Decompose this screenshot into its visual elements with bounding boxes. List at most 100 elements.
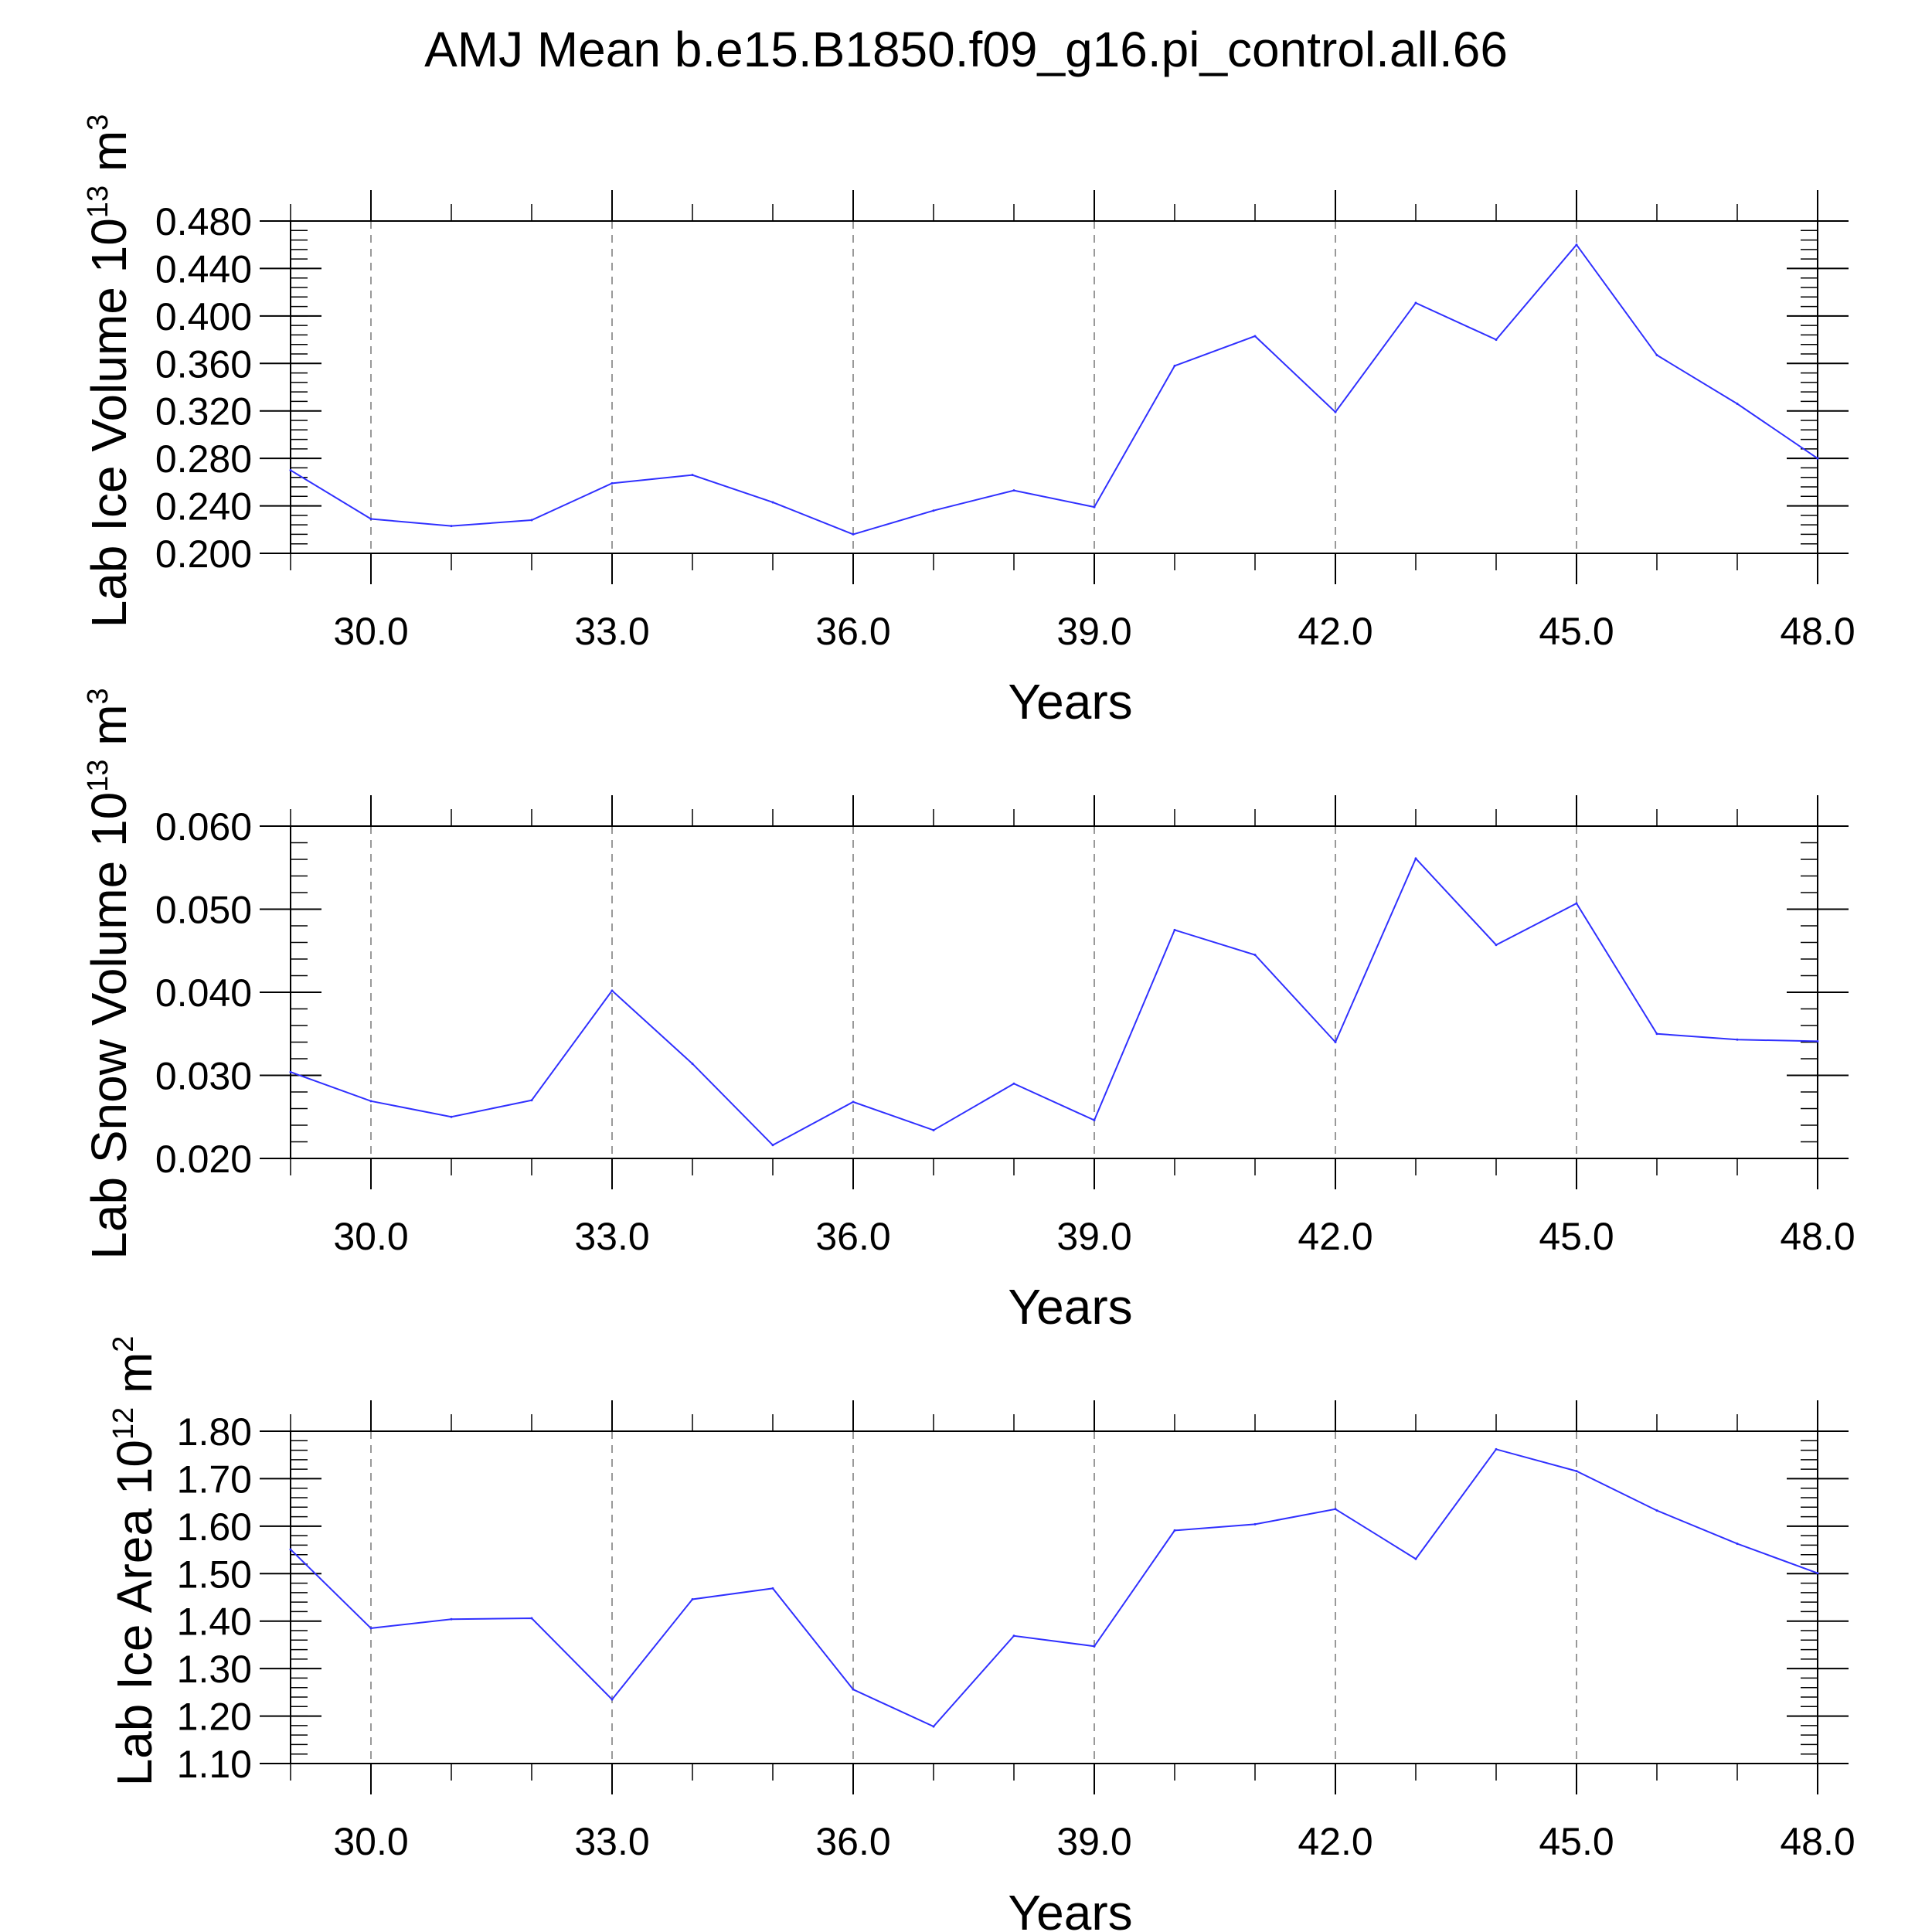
panel-ice-volume-x-tick-label: 45.0 — [1539, 610, 1614, 653]
panel-ice-volume-y-tick-label: 0.320 — [155, 390, 252, 434]
panel-ice-volume-x-tick-label: 39.0 — [1056, 610, 1131, 653]
panel-snow-volume-x-tick-label: 36.0 — [815, 1215, 890, 1258]
panel-snow-volume-data-point — [932, 1128, 935, 1131]
panel-ice-volume-data-point — [1816, 457, 1819, 460]
panel-snow-volume-data-point — [1495, 944, 1498, 947]
panel-snow-volume: Lab Snow Volume 1013 m3 Years 0.020 0.030… — [81, 688, 1855, 1335]
panel-ice-volume-data-point — [1093, 505, 1096, 509]
panel-snow-volume-series-line — [290, 857, 1818, 1147]
panel-ice-volume-series-line — [290, 243, 1818, 536]
panel-ice-volume-data-point — [1495, 338, 1498, 342]
panel-ice-volume-data-point — [1334, 410, 1337, 413]
panel-ice-volume-data-point — [1575, 243, 1578, 247]
panel-snow-volume-data-point — [1655, 1032, 1658, 1036]
panel-snow-volume-x-tick-label: 33.0 — [574, 1215, 649, 1258]
panel-ice-area-y-tick-label: 1.20 — [177, 1696, 252, 1739]
panel-ice-area-data-point — [369, 1627, 372, 1630]
panel-ice-volume-data-point — [1253, 335, 1257, 338]
panel-snow-volume-y-tick-label: 0.020 — [155, 1138, 252, 1181]
panel-ice-volume-y-tick-label: 0.440 — [155, 247, 252, 291]
panel-ice-area-data-point — [1173, 1529, 1176, 1532]
panel-snow-volume-data-point — [1173, 928, 1176, 931]
panel-ice-volume-data-point — [369, 517, 372, 520]
panel-snow-volume-x-tick-label: 39.0 — [1056, 1215, 1131, 1258]
panel-ice-area-data-point — [1655, 1509, 1658, 1512]
panel-ice-volume-data-point — [611, 481, 614, 485]
panel-ice-volume-y-tick-label: 0.400 — [155, 295, 252, 338]
panel-ice-area-data-point — [1575, 1470, 1578, 1473]
panel-snow-volume-data-point — [771, 1144, 774, 1147]
panel-ice-area-data-point — [1253, 1522, 1257, 1526]
panel-ice-volume-data-point — [932, 509, 935, 512]
panel-ice-area-data-point — [932, 1725, 935, 1728]
panel-ice-volume: Lab Ice Volume 1013 m3 Years 0.2000.2400… — [81, 114, 1855, 730]
panel-snow-volume-ylabel: Lab Snow Volume 1013 m3 — [81, 688, 137, 1259]
panel-ice-area-frame — [290, 1430, 1818, 1764]
panel-ice-volume-frame — [290, 220, 1818, 554]
panel-ice-area-data-point — [450, 1617, 453, 1621]
panel-ice-area-series-line — [290, 1448, 1818, 1728]
panel-ice-area-x-tick-label: 30.0 — [333, 1820, 408, 1863]
panel-snow-volume-data-point — [1414, 857, 1417, 860]
panel-ice-area-x-tick-label: 45.0 — [1539, 1820, 1614, 1863]
panel-ice-area-y-tick-label: 1.80 — [177, 1410, 252, 1454]
panel-snow-volume-frame — [290, 825, 1818, 1159]
panel-snow-volume-data-point — [450, 1115, 453, 1118]
panel-ice-area-data-point — [1816, 1572, 1819, 1575]
panel-snow-volume-x-tick-label: 30.0 — [333, 1215, 408, 1258]
panel-ice-volume-data-point — [852, 532, 855, 536]
panel-ice-area-x-tick-label: 36.0 — [815, 1820, 890, 1863]
panel-ice-area-data-point — [1736, 1543, 1739, 1546]
panel-ice-volume-ylabel: Lab Ice Volume 1013 m3 — [81, 114, 137, 628]
panel-snow-volume-data-point — [1736, 1038, 1739, 1041]
panel-ice-volume-y-tick-label: 0.280 — [155, 437, 252, 481]
panel-snow-volume-y-tick-label: 0.030 — [155, 1055, 252, 1098]
panel-snow-volume-data-point — [1816, 1039, 1819, 1043]
panel-ice-volume-data-point — [1414, 301, 1417, 304]
panel-snow-volume-data-point — [691, 1062, 694, 1065]
panel-ice-area-data-point — [1334, 1508, 1337, 1511]
panel-snow-volume-data-point — [1575, 902, 1578, 905]
panel-ice-volume-x-tick-label: 30.0 — [333, 610, 408, 653]
panel-ice-volume-data-point — [1655, 354, 1658, 357]
panel-ice-volume-data-point — [1012, 489, 1015, 492]
panel-snow-volume-data-point — [1334, 1041, 1337, 1043]
panel-ice-area-y-tick-label: 1.60 — [177, 1505, 252, 1549]
figure-title: AMJ Mean b.e15.B1850.f09_g16.pi_control.… — [424, 22, 1508, 77]
panel-ice-area-data-point — [1414, 1557, 1417, 1560]
panel-snow-volume-y-tick-label: 0.040 — [155, 971, 252, 1015]
panel-snow-volume-x-tick-label: 45.0 — [1539, 1215, 1614, 1258]
panel-snow-volume-data-point — [1012, 1082, 1015, 1085]
panel-ice-area-ylabel: Lab Ice Area 1012 m2 — [107, 1336, 162, 1787]
panel-ice-area-x-tick-label: 42.0 — [1298, 1820, 1372, 1863]
panel-snow-volume-data-point — [1093, 1119, 1096, 1122]
panel-ice-area-x-tick-label: 39.0 — [1056, 1820, 1131, 1863]
panel-snow-volume-data-point — [289, 1070, 292, 1073]
panel-ice-area-y-tick-label: 1.10 — [177, 1743, 252, 1786]
panel-ice-area-x-tick-label: 48.0 — [1780, 1820, 1855, 1863]
panel-snow-volume-x-tick-label: 48.0 — [1780, 1215, 1855, 1258]
panel-ice-volume-data-point — [289, 469, 292, 471]
panel-ice-volume-x-tick-label: 42.0 — [1298, 610, 1372, 653]
panel-ice-area-xlabel: Years — [1008, 1885, 1132, 1932]
panel-ice-volume-xlabel: Years — [1008, 674, 1132, 730]
panel-ice-area-data-point — [530, 1617, 533, 1620]
panel-ice-area-data-point — [691, 1597, 694, 1600]
panel-ice-area-y-tick-label: 1.50 — [177, 1553, 252, 1596]
panel-ice-area-data-point — [289, 1548, 292, 1551]
panel-snow-volume-xlabel: Years — [1008, 1279, 1132, 1335]
panel-ice-area-y-tick-label: 1.40 — [177, 1600, 252, 1644]
panel-ice-volume-x-tick-label: 33.0 — [574, 610, 649, 653]
panel-ice-volume-data-point — [691, 474, 694, 477]
panel-ice-volume-x-tick-label: 36.0 — [815, 610, 890, 653]
panel-snow-volume-y-tick-label: 0.060 — [155, 805, 252, 849]
panel-ice-volume-y-tick-label: 0.200 — [155, 532, 252, 576]
panel-ice-volume-data-point — [450, 525, 453, 528]
panel-ice-volume-data-point — [1173, 364, 1176, 367]
panel-ice-volume-data-point — [771, 501, 774, 504]
panel-snow-volume-data-point — [369, 1100, 372, 1103]
panel-ice-area-data-point — [1093, 1645, 1096, 1648]
panel-ice-volume-y-tick-label: 0.240 — [155, 485, 252, 529]
panel-ice-volume-y-tick-label: 0.480 — [155, 200, 252, 243]
